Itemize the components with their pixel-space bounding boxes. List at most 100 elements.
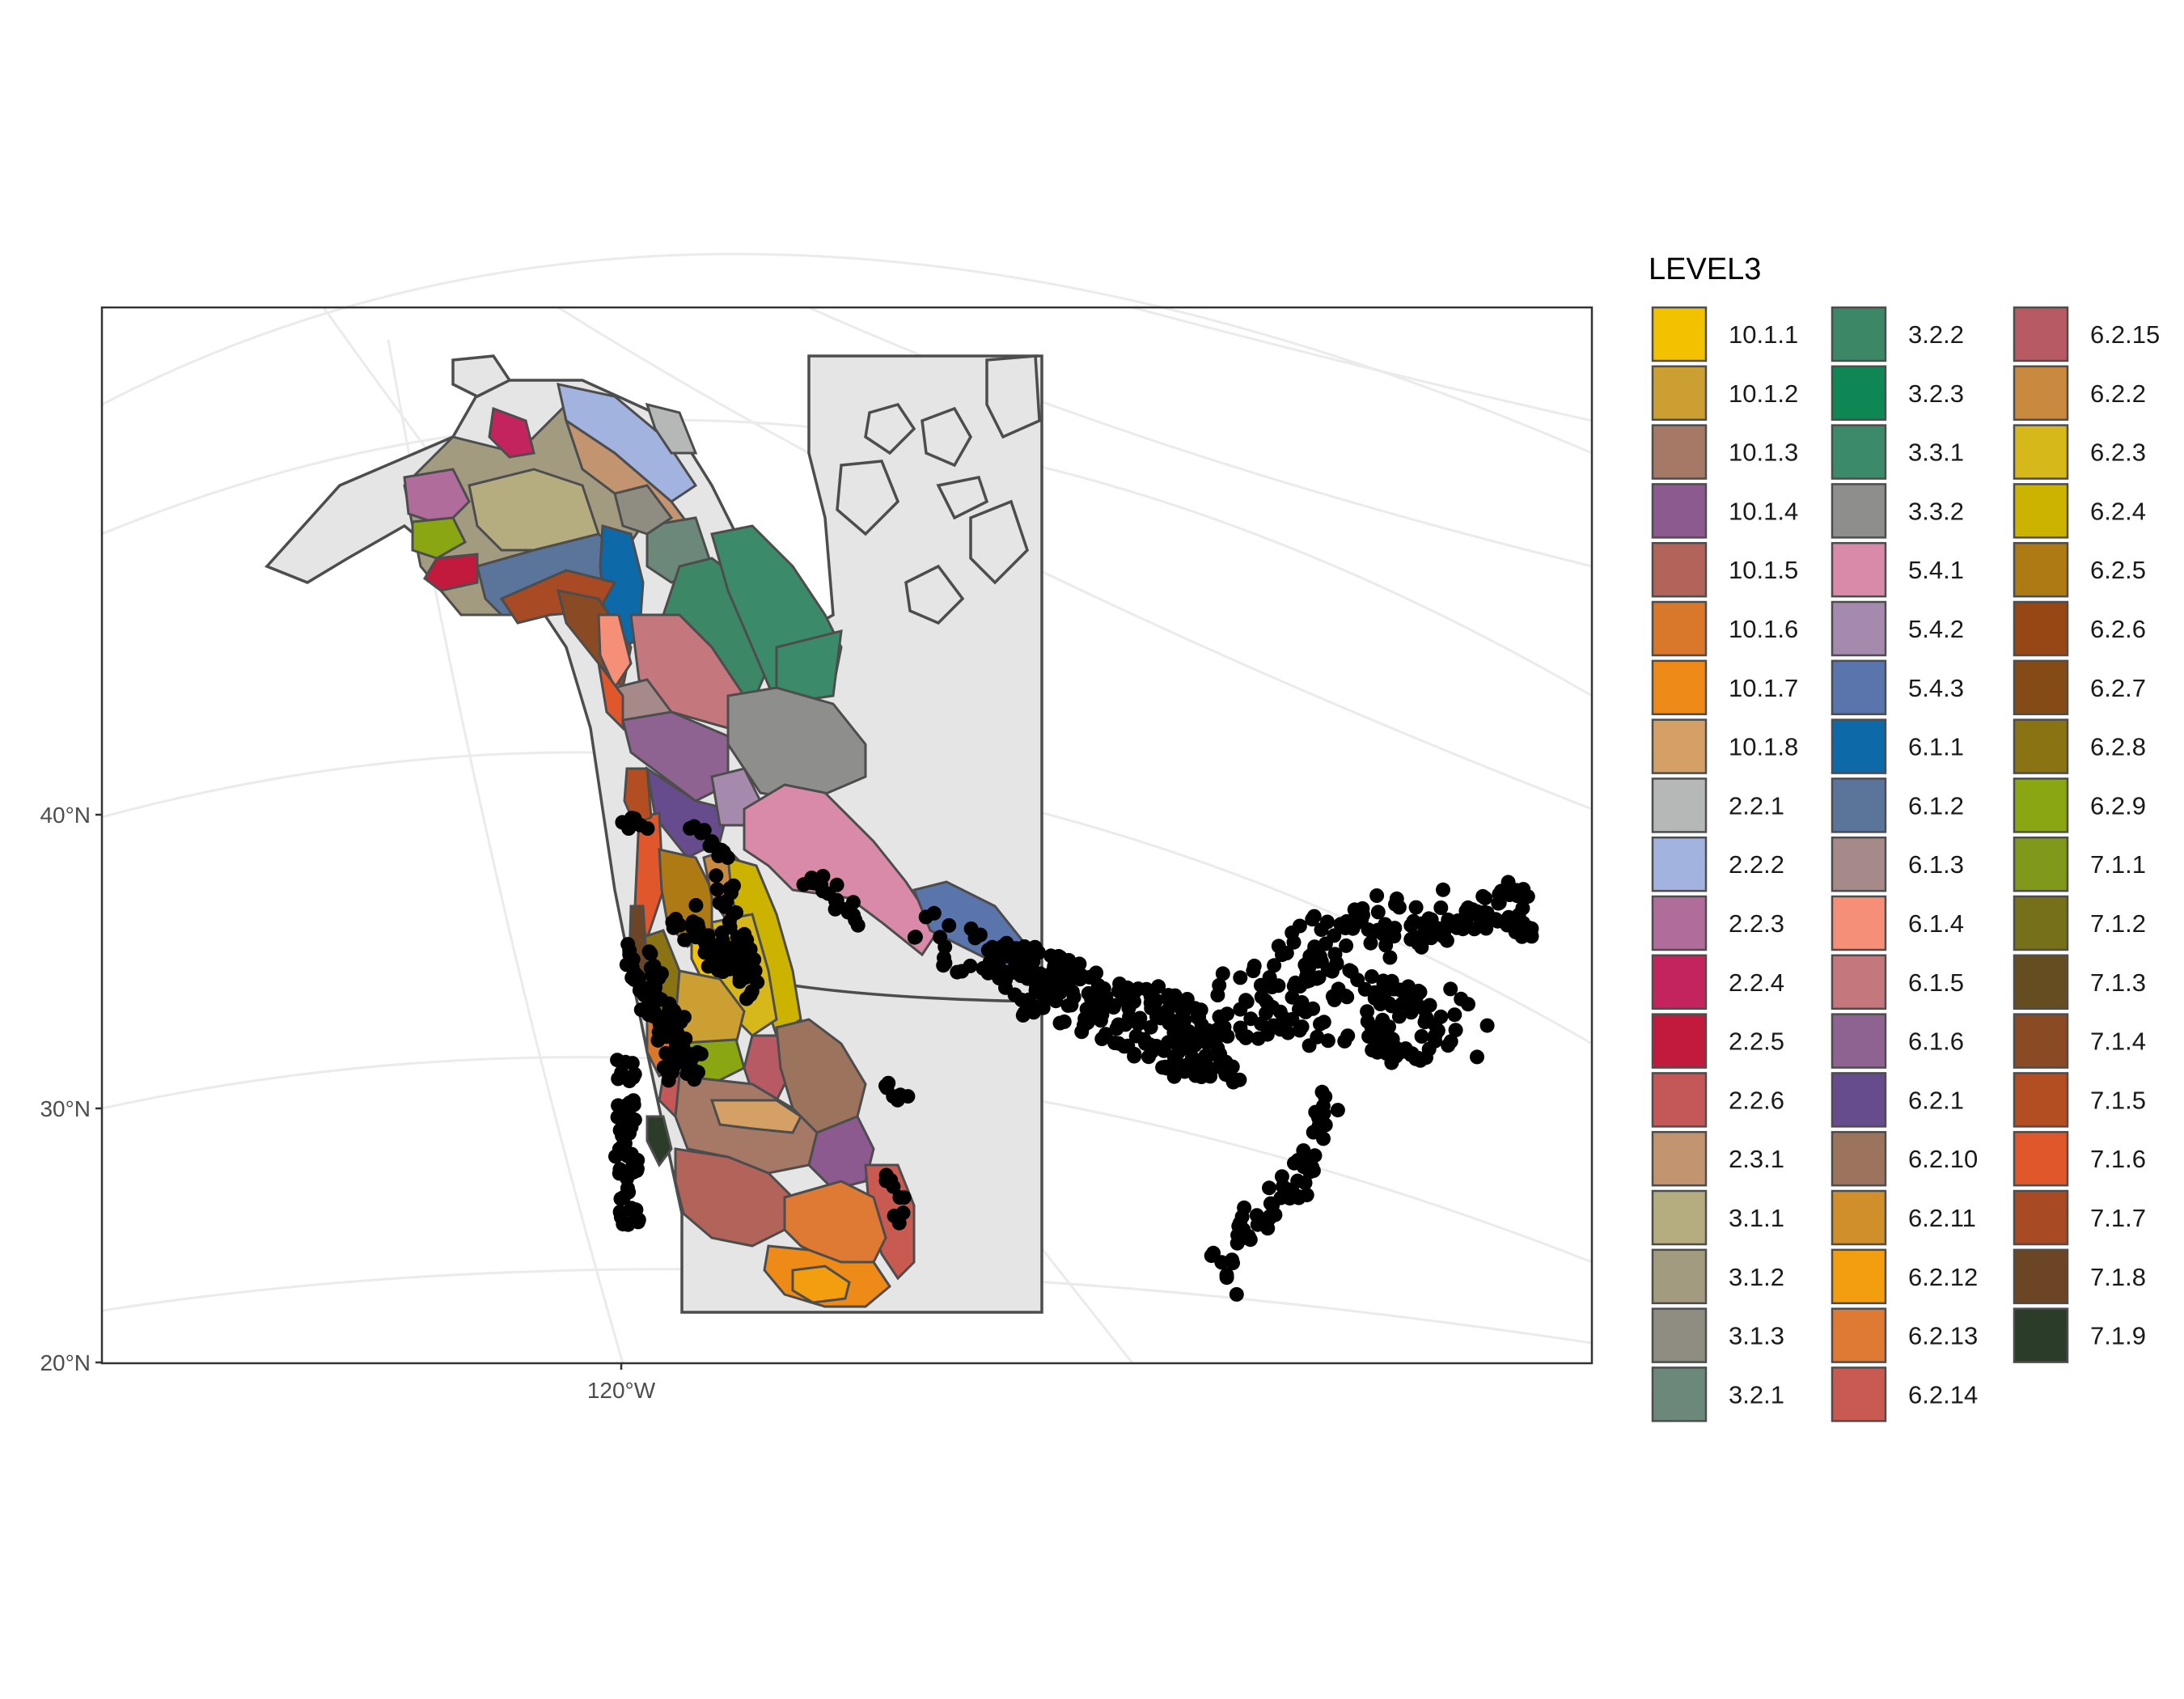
occurrence-point bbox=[1478, 891, 1492, 905]
legend-label-7-1-1: 7.1.1 bbox=[2090, 850, 2146, 879]
occurrence-point bbox=[1413, 999, 1428, 1015]
legend-key-6-2-2 bbox=[2013, 365, 2069, 422]
occurrence-point bbox=[1210, 1048, 1225, 1063]
legend-key-10-1-1 bbox=[1651, 306, 1708, 362]
occurrence-point bbox=[1421, 911, 1437, 926]
occurrence-point bbox=[1375, 1012, 1390, 1027]
boundary-line bbox=[792, 984, 1043, 1003]
occurrence-point bbox=[1509, 917, 1524, 932]
occurrence-point bbox=[1412, 1053, 1428, 1068]
occurrence-point bbox=[1448, 1023, 1463, 1038]
occurrence-points bbox=[608, 811, 1539, 1302]
legend-key-10-1-5 bbox=[1651, 541, 1708, 598]
legend-label-2-2-4: 2.2.4 bbox=[1729, 968, 1784, 997]
occurrence-point bbox=[891, 1215, 907, 1231]
occurrence-point bbox=[625, 1070, 641, 1085]
occurrence-point bbox=[649, 1009, 664, 1024]
occurrence-point bbox=[1111, 1017, 1126, 1032]
occurrence-point bbox=[1384, 998, 1399, 1014]
occurrence-point bbox=[1128, 984, 1143, 999]
occurrence-point bbox=[1115, 992, 1130, 1007]
legend-label-6-2-13: 6.2.13 bbox=[1908, 1322, 1978, 1350]
legend-key-10-1-2 bbox=[1651, 365, 1708, 422]
occurrence-point bbox=[643, 979, 658, 994]
occurrence-point bbox=[1014, 952, 1030, 968]
legend-key-6-1-6 bbox=[1831, 1013, 1887, 1069]
occurrence-point bbox=[1477, 905, 1492, 920]
legend-label-7-1-8: 7.1.8 bbox=[2090, 1263, 2146, 1291]
occurrence-point bbox=[1443, 981, 1458, 997]
ecoregion-10-1-4 bbox=[807, 1115, 875, 1191]
occurrence-point bbox=[1274, 1169, 1289, 1184]
legend-key-6-2-1 bbox=[1831, 1072, 1887, 1128]
occurrence-point bbox=[1144, 1044, 1159, 1059]
occurrence-point bbox=[1376, 1030, 1391, 1045]
arctic-island bbox=[985, 354, 1041, 439]
occurrence-point bbox=[1285, 925, 1300, 940]
legend-label-6-2-7: 6.2.7 bbox=[2090, 674, 2146, 702]
occurrence-point bbox=[1280, 1025, 1296, 1040]
legend-key-5-4-1 bbox=[1831, 541, 1887, 598]
ecoregion-7-1-9 bbox=[645, 1115, 673, 1167]
occurrence-point bbox=[1300, 1150, 1315, 1165]
y-axis: 40°N 30°N 20°N bbox=[40, 803, 102, 1375]
occurrence-point bbox=[629, 1213, 644, 1228]
occurrence-point bbox=[709, 882, 725, 897]
occurrence-point bbox=[1378, 925, 1394, 940]
occurrence-point bbox=[1461, 997, 1475, 1012]
legend-key-6-2-3 bbox=[2013, 424, 2069, 480]
occurrence-point bbox=[1450, 913, 1466, 928]
legend-label-2-3-1: 2.3.1 bbox=[1729, 1145, 1784, 1173]
legend-key-6-2-11 bbox=[1831, 1189, 1887, 1246]
occurrence-point bbox=[1370, 905, 1386, 920]
legend-label-6-1-2: 6.1.2 bbox=[1908, 791, 1964, 820]
arctic-island bbox=[864, 402, 916, 455]
legend-label-5-4-3: 5.4.3 bbox=[1908, 674, 1964, 702]
occurrence-point bbox=[676, 1049, 692, 1065]
legend-label-3-3-1: 3.3.1 bbox=[1908, 439, 1964, 467]
legend-key-7-1-4 bbox=[2013, 1013, 2069, 1069]
occurrence-point bbox=[1516, 882, 1531, 897]
legend-key-3-3-2 bbox=[1831, 483, 1887, 539]
occurrence-point bbox=[879, 1172, 895, 1188]
ecoregion-2-2-3 bbox=[403, 468, 471, 527]
occurrence-point bbox=[1350, 972, 1365, 988]
legend-label-3-1-2: 3.1.2 bbox=[1729, 1263, 1784, 1291]
occurrence-point bbox=[625, 1157, 641, 1172]
occurrence-point bbox=[616, 1217, 631, 1232]
occurrence-point bbox=[1175, 1002, 1190, 1018]
arctic-island bbox=[969, 499, 1030, 585]
occurrence-point bbox=[1143, 995, 1158, 1011]
legend-label-10-1-5: 10.1.5 bbox=[1729, 556, 1798, 584]
legend-label-3-2-2: 3.2.2 bbox=[1908, 320, 1964, 349]
legend-key-2-2-6 bbox=[1651, 1072, 1708, 1128]
arctic-island bbox=[921, 406, 973, 468]
occurrence-point bbox=[677, 932, 692, 947]
legend-key-3-2-1 bbox=[1651, 1366, 1708, 1422]
legend-key-10-1-4 bbox=[1651, 483, 1708, 539]
occurrence-point bbox=[1127, 1049, 1142, 1064]
occurrence-point bbox=[963, 922, 979, 936]
legend-label-6-2-1: 6.2.1 bbox=[1908, 1086, 1964, 1114]
occurrence-point bbox=[643, 960, 658, 976]
occurrence-point bbox=[621, 821, 637, 836]
occurrence-point bbox=[1337, 1033, 1352, 1049]
legend: LEVEL3 10.1.110.1.210.1.310.1.410.1.510.… bbox=[1649, 252, 2160, 1422]
legend-key-6-2-12 bbox=[1831, 1248, 1887, 1305]
occurrence-point bbox=[733, 952, 748, 968]
occurrence-point bbox=[1515, 900, 1530, 916]
x-axis-label-120w: 120°W bbox=[587, 1378, 656, 1403]
occurrence-point bbox=[1254, 989, 1269, 1005]
occurrence-point bbox=[1155, 1060, 1170, 1075]
occurrence-point bbox=[1302, 948, 1318, 964]
occurrence-point bbox=[1428, 1017, 1442, 1032]
legend-label-2-2-3: 2.2.3 bbox=[1729, 909, 1784, 938]
occurrence-point bbox=[1379, 1046, 1395, 1061]
occurrence-point bbox=[1443, 1034, 1458, 1049]
occurrence-point bbox=[624, 1201, 639, 1216]
legend-label-6-2-15: 6.2.15 bbox=[2090, 320, 2160, 349]
occurrence-point bbox=[1363, 935, 1378, 951]
occurrence-point bbox=[656, 1060, 671, 1075]
legend-label-6-2-10: 6.2.10 bbox=[1908, 1145, 1978, 1173]
